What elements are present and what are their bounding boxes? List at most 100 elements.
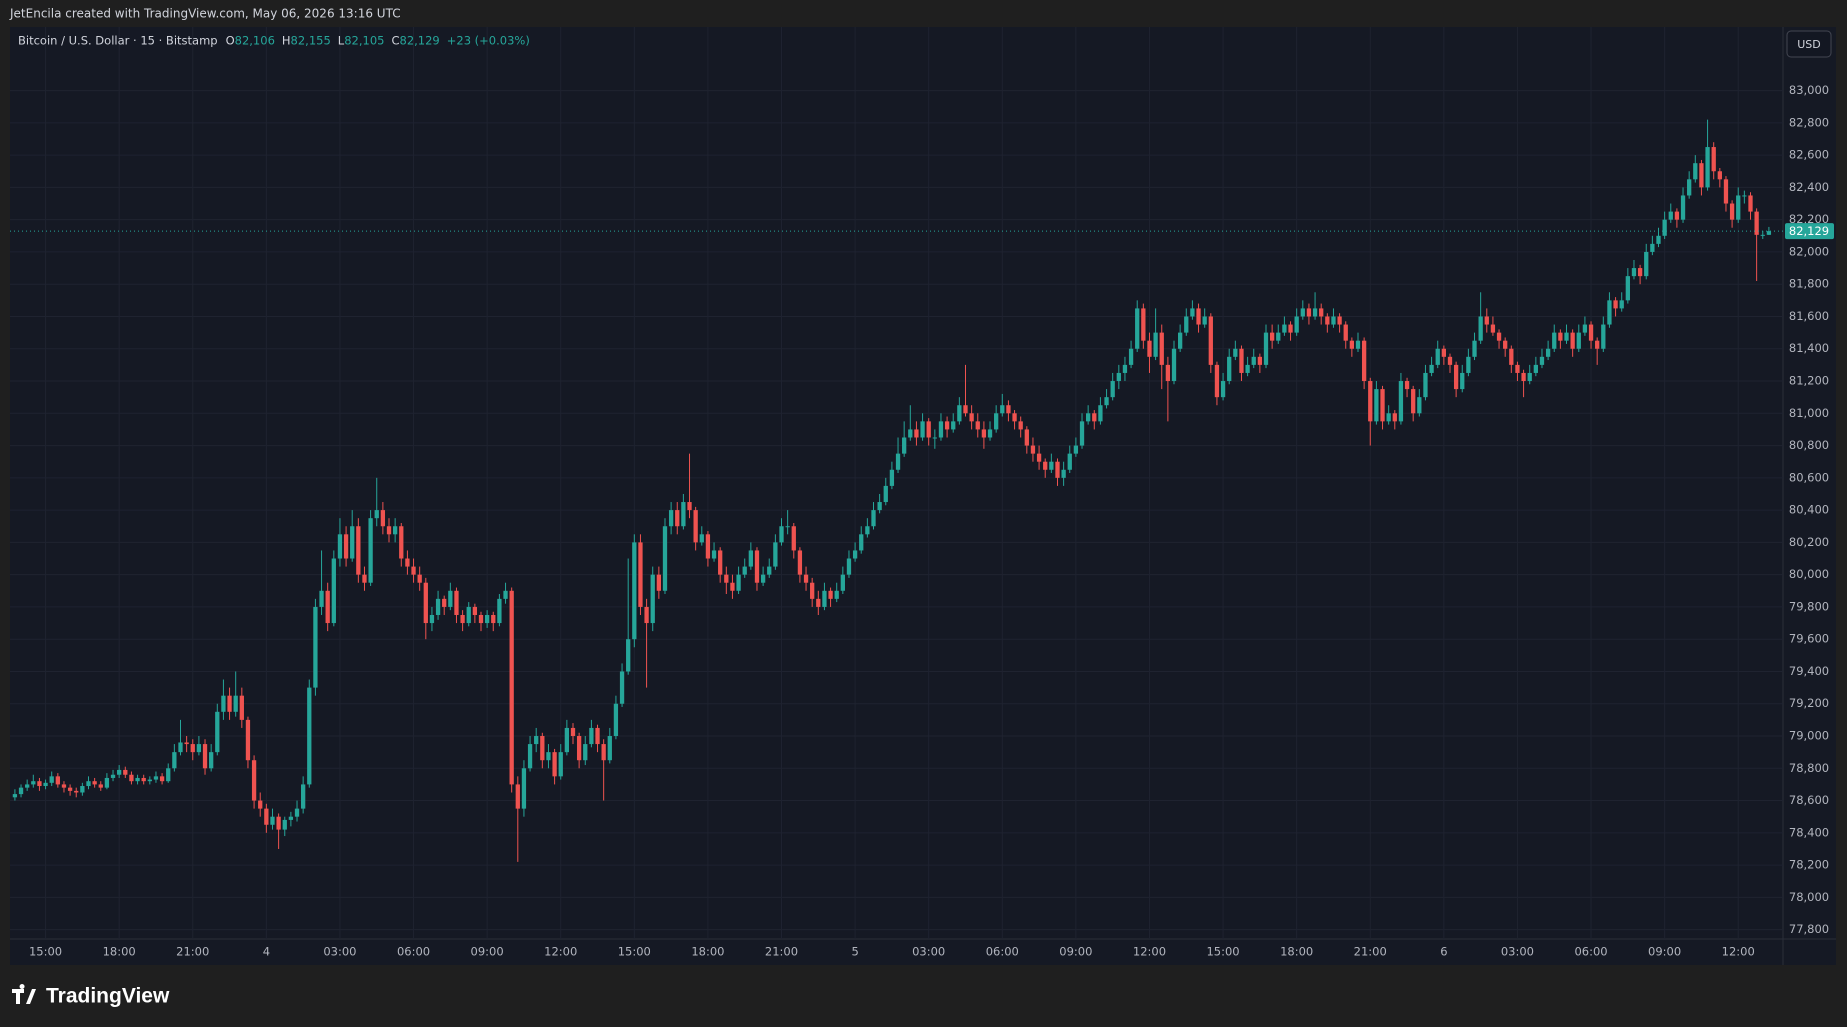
candle-body bbox=[356, 526, 361, 575]
candle-body bbox=[325, 590, 330, 624]
candle-body bbox=[773, 542, 778, 567]
candle-body bbox=[1092, 413, 1097, 422]
candle-body bbox=[55, 776, 60, 785]
currency[interactable]: USD bbox=[1797, 38, 1821, 51]
candle-body bbox=[117, 769, 122, 775]
candle-body bbox=[650, 574, 655, 624]
currency-button[interactable]: USD bbox=[1786, 30, 1832, 58]
candle-body bbox=[1251, 356, 1256, 365]
ohlc-key: C bbox=[391, 34, 399, 48]
candle-body bbox=[264, 808, 269, 825]
candle-body bbox=[1496, 332, 1502, 341]
candle-body bbox=[589, 727, 594, 745]
candle-body bbox=[282, 819, 287, 830]
y-tick-label: 78,200 bbox=[1789, 858, 1829, 872]
y-tick-label: 77,800 bbox=[1789, 922, 1829, 936]
candle-body bbox=[331, 558, 336, 624]
ohlc-value: 82,105 bbox=[344, 34, 384, 48]
candle-body bbox=[1355, 340, 1361, 349]
y-tick-label: 81,000 bbox=[1789, 406, 1829, 420]
y-tick-label: 82,800 bbox=[1789, 115, 1829, 129]
candle-body bbox=[1122, 364, 1128, 373]
x-tick-label: 09:00 bbox=[471, 945, 504, 959]
candle-body bbox=[1619, 300, 1624, 309]
candle-body bbox=[1515, 364, 1520, 373]
y-tick-label: 80,200 bbox=[1789, 535, 1829, 549]
candle-body bbox=[895, 453, 901, 470]
candle-body bbox=[767, 566, 772, 575]
credit: JetEncila created with TradingView.com, … bbox=[9, 7, 401, 21]
candle-body bbox=[1429, 364, 1434, 373]
x-tick-label: 06:00 bbox=[986, 945, 1019, 959]
candle-body bbox=[564, 727, 570, 753]
x-tick-label: 21:00 bbox=[176, 945, 209, 959]
y-tick-label: 80,000 bbox=[1789, 567, 1829, 581]
candle-body bbox=[1098, 405, 1103, 422]
candle-body bbox=[619, 671, 625, 704]
candle-body bbox=[877, 502, 882, 511]
x-tick-label: 12:00 bbox=[544, 945, 577, 959]
candle-body bbox=[1460, 372, 1465, 390]
logo-mark bbox=[12, 984, 36, 1004]
candle-body bbox=[902, 437, 907, 454]
x-tick-label: 18:00 bbox=[691, 945, 724, 959]
x-tick-label: 6 bbox=[1440, 945, 1447, 959]
candle-body bbox=[1208, 316, 1213, 365]
candle-body bbox=[343, 534, 349, 559]
candle-body bbox=[454, 590, 459, 615]
candle-body bbox=[190, 744, 195, 753]
candle-body bbox=[705, 534, 711, 559]
candle-body bbox=[1306, 308, 1312, 317]
ohlc-key: L bbox=[338, 34, 345, 48]
candle-body bbox=[350, 526, 355, 559]
candle-body bbox=[969, 413, 974, 422]
y-tick-label: 81,600 bbox=[1789, 309, 1829, 323]
candle-body bbox=[466, 606, 471, 624]
candle-body bbox=[1503, 340, 1508, 349]
ohlc-key: O bbox=[226, 34, 235, 48]
candle-body bbox=[374, 510, 379, 519]
candle-body bbox=[153, 776, 159, 780]
candle-body bbox=[828, 590, 833, 599]
y-tick-label: 80,400 bbox=[1789, 503, 1829, 517]
y-tick-label: 79,600 bbox=[1789, 632, 1829, 646]
candle-body bbox=[951, 421, 956, 430]
candle-body bbox=[1233, 348, 1238, 357]
candle-body bbox=[1453, 364, 1459, 390]
candle-body bbox=[521, 768, 527, 809]
x-tick-label: 12:00 bbox=[1133, 945, 1166, 959]
candle-body bbox=[1147, 340, 1152, 357]
candle-body bbox=[1533, 364, 1538, 373]
candle-body bbox=[644, 606, 649, 624]
candle-body bbox=[1073, 445, 1079, 454]
candle-body bbox=[307, 687, 312, 785]
candle-body bbox=[43, 782, 48, 787]
y-tick-label: 79,000 bbox=[1789, 729, 1829, 743]
candle-body bbox=[1607, 300, 1612, 325]
currency-box[interactable] bbox=[1786, 30, 1832, 58]
candle-body bbox=[1214, 364, 1220, 398]
y-tick-label: 78,800 bbox=[1789, 761, 1829, 775]
candle-body bbox=[1337, 316, 1342, 325]
candle-body bbox=[1527, 372, 1532, 382]
x-tick-label: 18:00 bbox=[1280, 945, 1313, 959]
candle-body bbox=[1613, 300, 1618, 309]
candle-body bbox=[49, 776, 54, 783]
candle-body bbox=[687, 502, 692, 511]
last-price-label: 82,129 bbox=[1789, 224, 1829, 238]
candle-body bbox=[1036, 453, 1042, 462]
ohlc-value: 82,106 bbox=[235, 34, 275, 48]
candle-body bbox=[380, 510, 386, 527]
candle-body bbox=[129, 774, 134, 782]
candle-body bbox=[1687, 179, 1692, 196]
candle-body bbox=[570, 727, 576, 737]
candle-body bbox=[1171, 348, 1177, 382]
candle-body bbox=[1668, 211, 1673, 220]
candle-body bbox=[313, 606, 318, 688]
candle-body bbox=[1711, 147, 1716, 172]
candle-body bbox=[546, 752, 551, 761]
candle-body bbox=[392, 526, 398, 535]
candle-body bbox=[37, 781, 42, 787]
candle-body bbox=[515, 784, 520, 809]
chart-area bbox=[10, 27, 1836, 965]
